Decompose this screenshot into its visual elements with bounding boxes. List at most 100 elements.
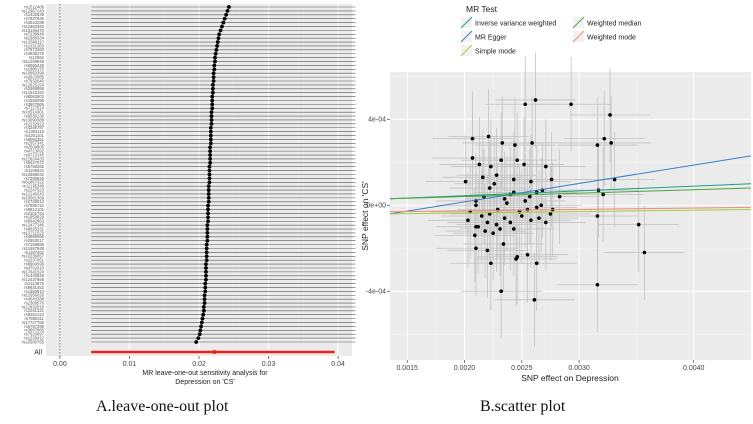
snp-label: rs3807866 — [24, 328, 44, 333]
snp-label: rs6757299 — [24, 324, 44, 329]
legend-label: Weighted mode — [587, 35, 636, 42]
estimate-point — [210, 106, 215, 111]
estimate-point — [208, 137, 213, 142]
y-tick-label: -4e-04 — [366, 289, 386, 296]
snp-label: rs7159888 — [24, 242, 44, 247]
estimate-point — [208, 129, 213, 134]
estimate-point — [207, 180, 212, 185]
data-point — [636, 222, 641, 227]
estimate-point — [208, 141, 213, 146]
x-tick-label: 0.0015 — [396, 365, 418, 372]
estimate-point — [206, 184, 211, 189]
data-point — [557, 194, 562, 199]
estimate-point — [208, 160, 213, 165]
snp-label: rs1041321 — [24, 308, 44, 313]
estimate-point — [201, 305, 206, 309]
estimate-point — [207, 164, 212, 169]
snp-label: rs12625154 — [22, 82, 45, 87]
snp-label: rs9831452 — [24, 285, 44, 290]
x-tick-label: 0.0025 — [511, 365, 533, 372]
x-tick-label: 0.03 — [262, 361, 276, 368]
estimate-point — [201, 312, 206, 317]
snp-label: rs11587848 — [22, 246, 44, 251]
data-point — [502, 197, 507, 201]
estimate-point — [224, 12, 229, 17]
snp-label: rs6713145 — [24, 152, 44, 157]
data-point — [530, 141, 534, 145]
snp-label: rs9262124 — [24, 312, 44, 317]
snp-label: rs4261101 — [25, 133, 45, 138]
estimate-point — [207, 172, 212, 177]
data-point — [544, 220, 548, 225]
snp-label: rs1106634 — [25, 168, 45, 173]
estimate-point — [216, 36, 221, 41]
legend-label: Weighted median — [587, 21, 641, 28]
data-point — [473, 233, 477, 238]
data-point — [486, 134, 491, 139]
estimate-point — [211, 71, 216, 76]
data-point — [612, 177, 617, 182]
estimate-point — [220, 24, 224, 29]
estimate-point — [205, 231, 210, 235]
estimate-point — [204, 269, 208, 274]
snp-label: rs2237451 — [24, 258, 44, 263]
estimate-point — [204, 242, 209, 247]
snp-label: rs1226412 — [24, 336, 44, 341]
snp-label: rs7585411 — [25, 316, 45, 321]
snp-label: rs6904596 — [24, 261, 44, 266]
x-axis-label-line2: Depression on 'CS' — [175, 379, 234, 386]
snp-label: rs5758265 — [24, 164, 44, 169]
snp-label: rs11209948 — [22, 59, 44, 64]
estimate-point — [209, 118, 214, 122]
snp-label: rs6942863 — [24, 219, 44, 224]
snp-label: rs10149470 — [22, 28, 45, 33]
data-point — [463, 179, 468, 184]
data-point — [595, 214, 600, 218]
estimate-point — [204, 258, 209, 263]
snp-label: rs4702410 — [24, 265, 44, 270]
snp-label: rs10514301 — [22, 110, 45, 115]
data-point — [544, 164, 548, 169]
data-point — [494, 173, 499, 177]
snp-label: rs2509805 — [24, 145, 44, 150]
x-tick-label: 0.00 — [53, 361, 67, 368]
snp-label: rs4346787 — [24, 125, 44, 130]
x-tick-label: 0.0030 — [568, 365, 590, 372]
snp-label: rs1557341 — [24, 141, 44, 146]
fit-line — [389, 183, 752, 200]
data-point — [548, 212, 553, 216]
data-point — [511, 227, 516, 231]
estimate-point — [206, 199, 211, 204]
snp-label: rs2729013 — [24, 199, 44, 204]
caption-scatter: B.scatter plot — [480, 398, 566, 415]
data-point — [511, 177, 516, 182]
data-point — [549, 177, 554, 182]
data-point — [501, 242, 506, 246]
snp-label: rs12666117 — [22, 39, 44, 44]
estimate-point — [206, 188, 211, 192]
data-point — [529, 179, 533, 184]
estimate-point — [206, 195, 211, 200]
snp-label: rs12140243 — [22, 191, 45, 196]
legend-title: MR Test — [466, 4, 498, 14]
snp-label: rs3807865 — [24, 102, 44, 107]
estimate-point — [206, 203, 210, 208]
estimate-point — [196, 336, 201, 341]
data-point — [494, 222, 499, 227]
estimate-point — [205, 238, 210, 243]
data-point — [528, 194, 532, 199]
snp-label: rs7585722 — [24, 203, 44, 208]
estimate-point — [205, 234, 210, 239]
legend-swatch — [572, 30, 585, 43]
estimate-point — [209, 110, 214, 115]
estimate-point — [210, 94, 215, 99]
estimate-point — [194, 340, 199, 344]
data-point — [642, 250, 647, 255]
snp-label: rs12658032 — [22, 172, 45, 177]
data-point — [498, 227, 502, 231]
estimate-point — [211, 86, 215, 91]
axes: 0.0015 0.0020 0.0025 0.0030 0.0040 -4e-04 0e+0… — [366, 117, 705, 372]
estimate-point — [204, 250, 209, 255]
data-point — [537, 216, 541, 220]
snp-label: rs4713092 — [24, 149, 44, 154]
